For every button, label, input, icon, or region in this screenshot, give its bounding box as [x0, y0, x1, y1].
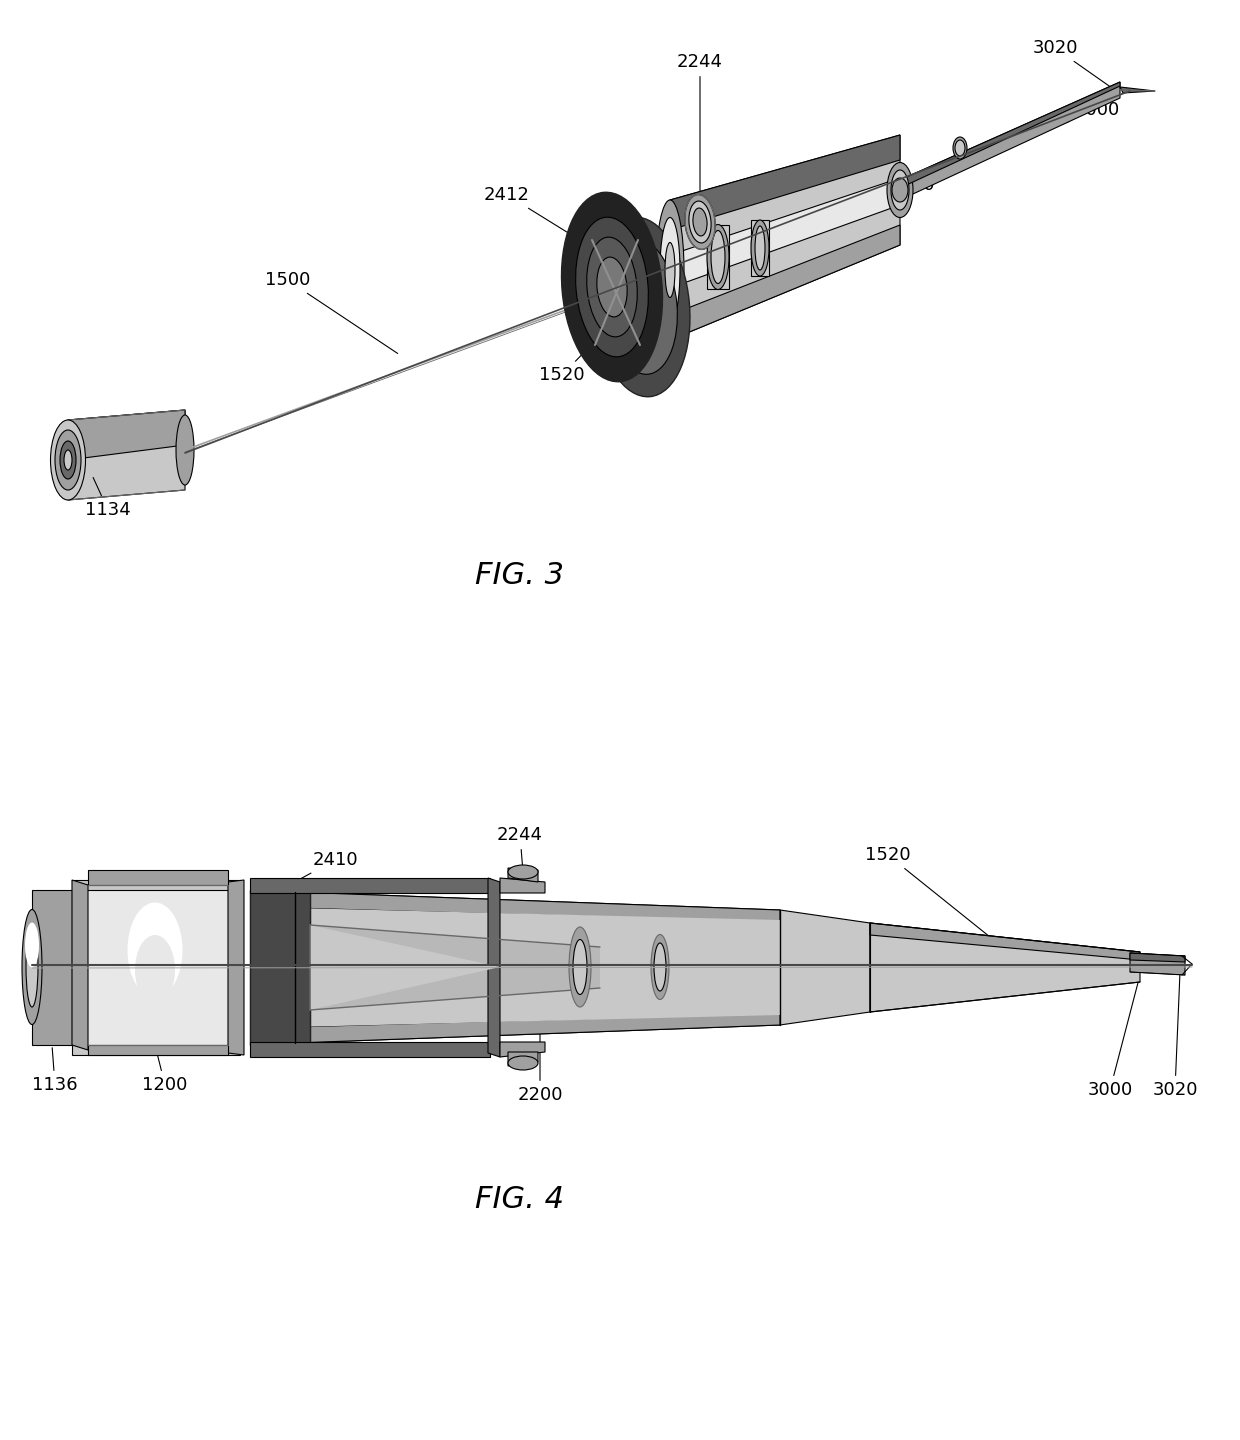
- Text: 1520: 1520: [866, 847, 998, 943]
- Polygon shape: [1130, 953, 1185, 962]
- Polygon shape: [295, 909, 780, 1027]
- Polygon shape: [88, 870, 228, 886]
- Polygon shape: [72, 880, 241, 1056]
- Polygon shape: [295, 891, 780, 922]
- Ellipse shape: [55, 431, 81, 490]
- Ellipse shape: [569, 927, 591, 1007]
- Ellipse shape: [954, 137, 967, 158]
- Ellipse shape: [60, 441, 76, 480]
- Polygon shape: [250, 878, 490, 893]
- Ellipse shape: [562, 193, 662, 382]
- Text: 2410: 2410: [608, 312, 652, 348]
- Polygon shape: [1130, 953, 1185, 975]
- Ellipse shape: [508, 1056, 538, 1070]
- Ellipse shape: [684, 194, 715, 249]
- Text: FIG. 3: FIG. 3: [475, 560, 564, 589]
- Ellipse shape: [25, 923, 38, 968]
- Text: 3020: 3020: [1152, 975, 1198, 1099]
- Ellipse shape: [575, 217, 649, 357]
- Polygon shape: [32, 890, 74, 1045]
- Ellipse shape: [587, 238, 637, 337]
- Polygon shape: [1120, 86, 1154, 94]
- Ellipse shape: [656, 200, 684, 340]
- Text: 1200: 1200: [143, 1048, 187, 1094]
- Text: 2244: 2244: [677, 53, 723, 219]
- Ellipse shape: [660, 217, 680, 323]
- Text: 3020: 3020: [1032, 39, 1110, 86]
- Polygon shape: [870, 923, 1140, 960]
- Polygon shape: [250, 1043, 490, 1057]
- Polygon shape: [250, 890, 310, 1045]
- Ellipse shape: [594, 217, 689, 397]
- Ellipse shape: [508, 865, 538, 878]
- Ellipse shape: [606, 239, 677, 374]
- Polygon shape: [670, 179, 900, 288]
- Ellipse shape: [892, 179, 908, 202]
- Ellipse shape: [892, 170, 909, 210]
- Polygon shape: [68, 410, 185, 500]
- Ellipse shape: [64, 449, 72, 469]
- Polygon shape: [295, 1012, 780, 1043]
- Polygon shape: [228, 880, 244, 1056]
- Polygon shape: [508, 1053, 538, 1066]
- Ellipse shape: [135, 935, 175, 1005]
- Polygon shape: [295, 891, 780, 1043]
- Polygon shape: [670, 135, 900, 230]
- Text: 1136: 1136: [32, 1048, 78, 1094]
- Text: 3000: 3000: [992, 101, 1120, 153]
- Polygon shape: [310, 924, 600, 1009]
- Text: FIG. 4: FIG. 4: [475, 1185, 564, 1214]
- Polygon shape: [870, 923, 1140, 1012]
- Polygon shape: [489, 878, 500, 1057]
- Polygon shape: [250, 890, 310, 1045]
- Text: 3000: 3000: [1087, 978, 1140, 1099]
- Ellipse shape: [26, 927, 38, 1007]
- Ellipse shape: [665, 242, 675, 298]
- Text: 2200: 2200: [822, 176, 935, 239]
- Ellipse shape: [711, 230, 725, 284]
- Ellipse shape: [128, 903, 182, 998]
- Polygon shape: [670, 225, 900, 340]
- Ellipse shape: [51, 420, 86, 500]
- Polygon shape: [900, 82, 1120, 200]
- Polygon shape: [780, 910, 870, 1025]
- Polygon shape: [310, 924, 500, 1009]
- Polygon shape: [68, 410, 185, 459]
- Polygon shape: [72, 880, 88, 1050]
- Text: 1520: 1520: [539, 297, 639, 384]
- Ellipse shape: [176, 415, 193, 485]
- Polygon shape: [670, 135, 900, 340]
- Ellipse shape: [653, 943, 666, 991]
- Polygon shape: [500, 878, 546, 893]
- Text: 2410: 2410: [283, 851, 358, 888]
- Text: 1134: 1134: [86, 478, 131, 518]
- Text: 2200: 2200: [517, 1030, 563, 1104]
- Ellipse shape: [596, 258, 627, 317]
- Ellipse shape: [651, 935, 670, 999]
- Text: 2244: 2244: [497, 827, 543, 870]
- Ellipse shape: [22, 910, 42, 1024]
- Text: 2412: 2412: [484, 186, 610, 259]
- Ellipse shape: [693, 207, 707, 236]
- Polygon shape: [620, 262, 670, 298]
- Ellipse shape: [955, 140, 965, 156]
- Text: 1500: 1500: [264, 271, 398, 353]
- Polygon shape: [707, 225, 729, 289]
- Ellipse shape: [751, 220, 769, 276]
- Ellipse shape: [707, 225, 729, 289]
- Ellipse shape: [887, 163, 913, 217]
- Ellipse shape: [755, 226, 765, 271]
- Polygon shape: [900, 82, 1120, 189]
- Polygon shape: [86, 890, 236, 1045]
- Ellipse shape: [689, 202, 711, 243]
- Ellipse shape: [573, 939, 587, 995]
- Polygon shape: [500, 1043, 546, 1057]
- Polygon shape: [88, 1045, 228, 1056]
- Polygon shape: [508, 868, 538, 881]
- Polygon shape: [751, 220, 769, 276]
